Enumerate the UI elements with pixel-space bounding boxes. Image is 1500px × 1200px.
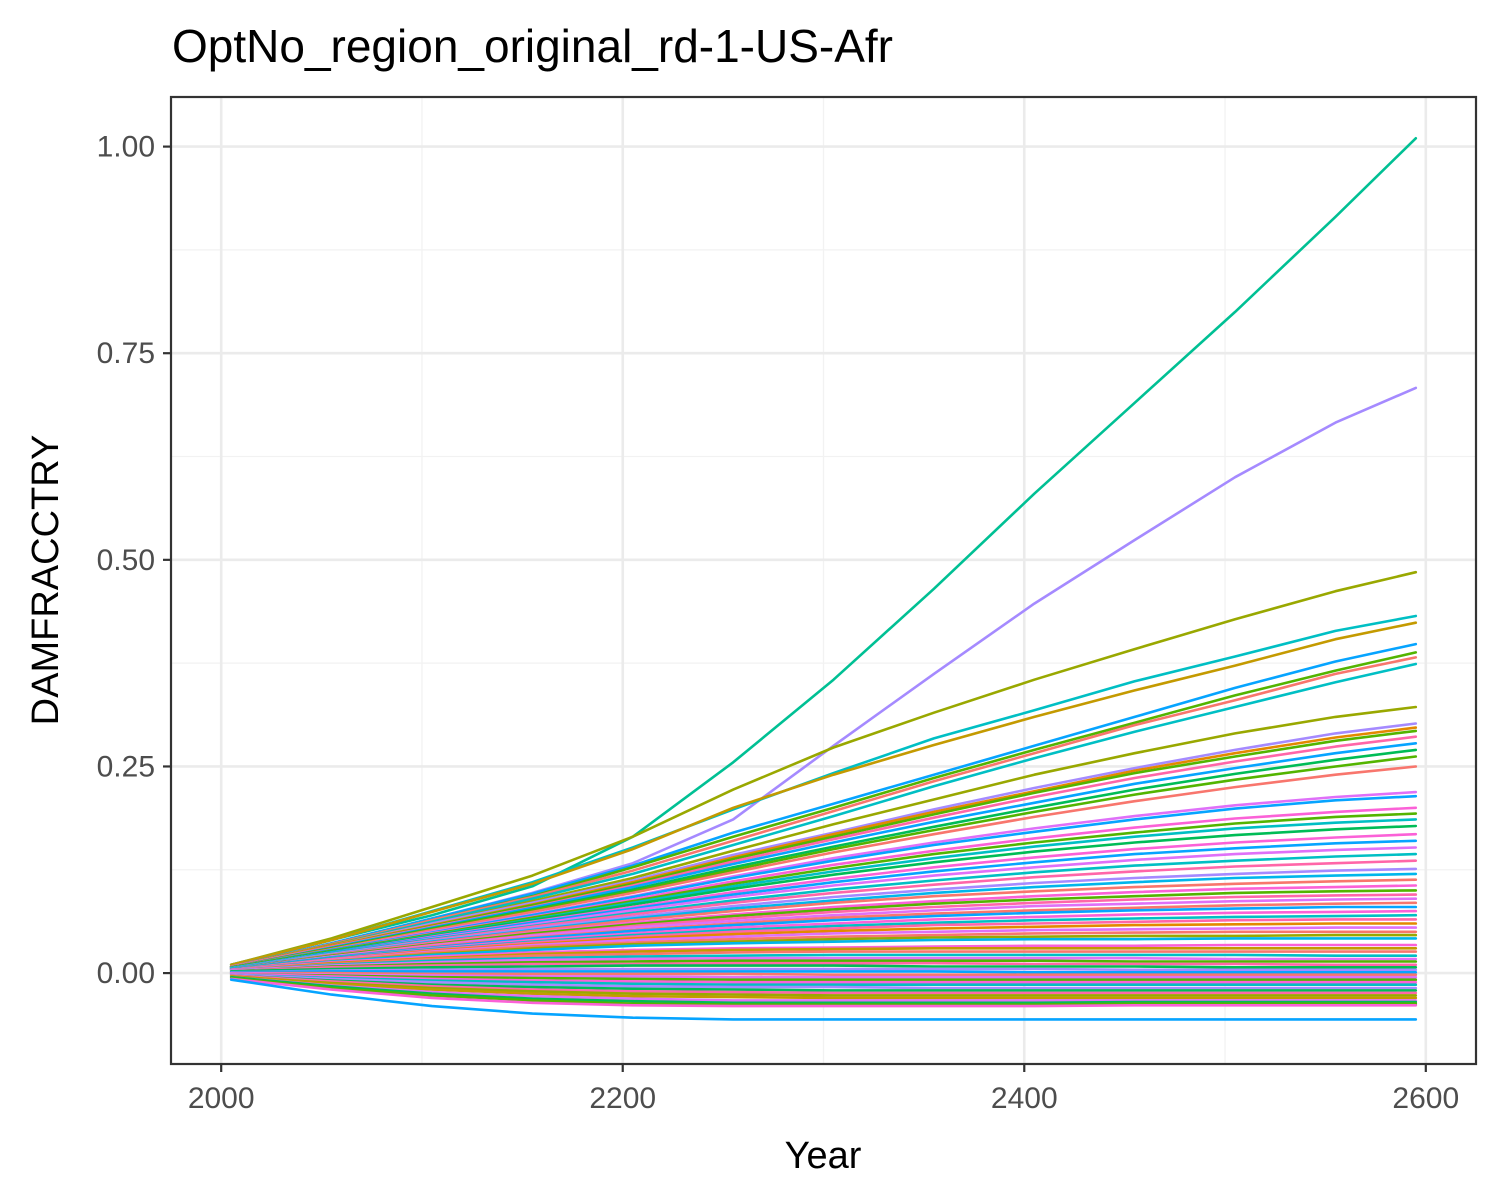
series-line-62 [229,973,1418,990]
series-line-8 [229,656,1418,968]
y-tick-label: 1.00 [97,131,155,164]
series-line-5 [229,621,1418,967]
x-axis-ticks: 2000 2200 2400 2600 [188,1064,1459,1115]
series-line-65 [229,975,1418,997]
y-tick-label: 0.00 [97,957,155,990]
series-line-52 [229,959,1418,973]
series-line-66 [229,975,1418,1000]
series-line-54 [229,964,1418,973]
series-line-56 [229,970,1418,974]
series-line-50 [229,953,1418,972]
series-line-64 [229,974,1418,995]
series-line-3 [229,570,1418,967]
series-line-51 [229,956,1418,972]
series-line-18 [229,765,1418,969]
series-line-59 [229,972,1418,982]
series-line-46 [229,937,1418,972]
series-line-47 [229,943,1418,972]
series-line-69 [229,976,1418,1006]
y-axis-ticks: 0.00 0.25 0.50 0.75 1.00 [97,131,171,990]
chart-title: OptNo_region_original_rd-1-US-Afr [172,20,893,72]
x-tick-label: 2400 [991,1082,1058,1115]
y-tick-label: 0.25 [97,750,155,783]
series-line-61 [229,973,1418,987]
series-line-63 [229,974,1418,992]
y-axis-title: DAMFRACCTRY [25,435,67,726]
series-line-67 [229,975,1418,1002]
x-tick-label: 2200 [589,1082,656,1115]
series-line-57 [229,971,1418,977]
series-line-71 [229,978,1418,1021]
series-line-44 [229,930,1418,972]
x-tick-label: 2600 [1392,1082,1459,1115]
panel-border [169,95,1478,1066]
series-line-68 [229,975,1418,1005]
series-line-58 [229,971,1418,979]
series-line-9 [229,662,1418,968]
x-tick-label: 2000 [188,1082,255,1115]
series-line-53 [229,961,1418,973]
series-line-70 [229,977,1418,1008]
series-line-55 [229,967,1418,974]
y-tick-label: 0.50 [97,544,155,577]
series-line-60 [229,972,1418,984]
y-tick-label: 0.75 [97,337,155,370]
series-line-49 [229,950,1418,972]
series-lines [229,137,1418,1021]
x-axis-title: Year [785,1135,862,1177]
series-line-11 [229,722,1418,968]
series-line-6 [229,642,1418,968]
series-line-1 [229,137,1418,967]
